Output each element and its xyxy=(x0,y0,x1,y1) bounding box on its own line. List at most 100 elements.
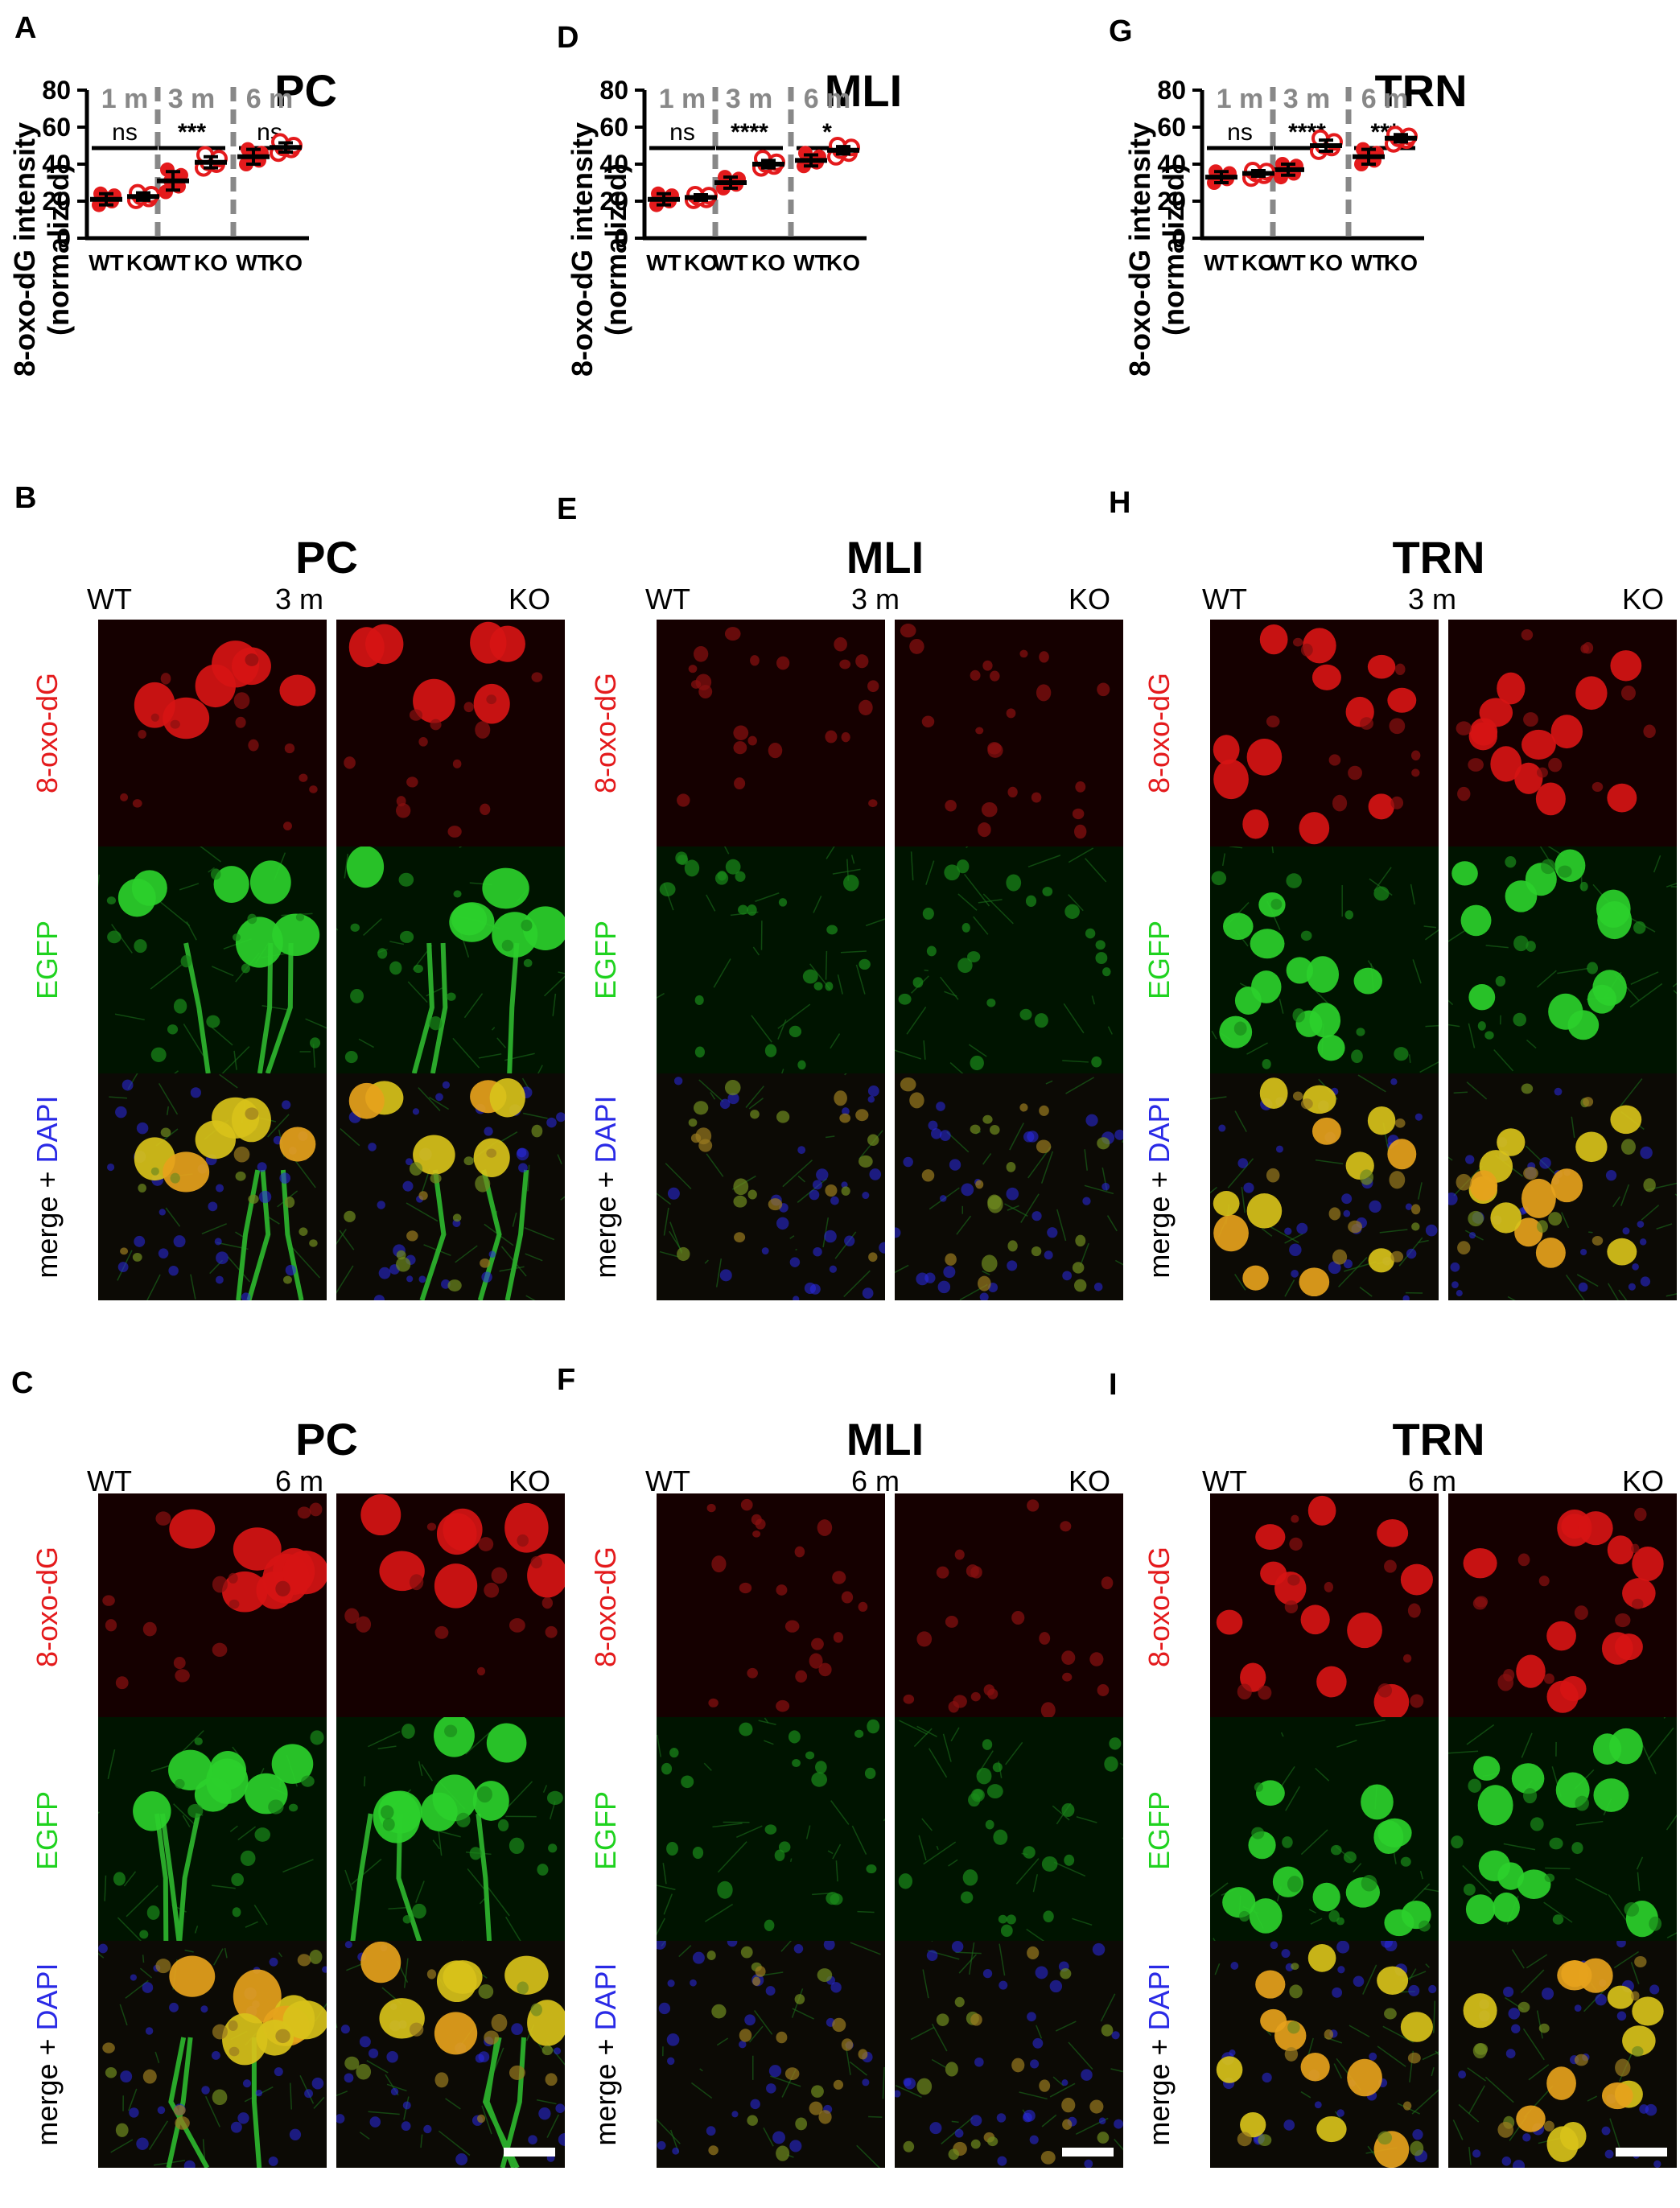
cell-body xyxy=(432,1774,477,1822)
neurite xyxy=(1052,2076,1064,2086)
dapi-nucleus xyxy=(368,2048,379,2058)
cell-body xyxy=(987,742,1002,755)
neurite xyxy=(1072,1918,1093,1926)
neurite xyxy=(1300,1829,1328,1856)
cell-body xyxy=(282,2000,327,2040)
neurite xyxy=(212,966,234,977)
dapi-nucleus xyxy=(1580,1248,1587,1256)
cell-body xyxy=(1571,1842,1583,1855)
cell-body xyxy=(155,1511,171,1526)
cell-body xyxy=(546,1790,563,1806)
cell-body xyxy=(1041,1856,1058,1872)
neurite xyxy=(98,1952,105,1959)
channel-label: merge + DAPI xyxy=(31,1095,64,1279)
dapi-nucleus xyxy=(999,1980,1008,1990)
cell-body xyxy=(1095,940,1106,950)
cell-body xyxy=(788,1730,801,1744)
micrograph-wt-oxo xyxy=(1210,620,1439,847)
neurite xyxy=(944,991,957,997)
age-label: 3 m xyxy=(1408,583,1457,616)
neurite xyxy=(194,1926,199,1934)
cell-body xyxy=(1006,708,1016,719)
dapi-nucleus xyxy=(1101,1182,1110,1191)
neurite xyxy=(182,1815,191,1827)
cell-body xyxy=(1474,2043,1489,2055)
cell-body xyxy=(1546,2066,1576,2100)
dapi-nucleus xyxy=(1616,1941,1626,1948)
cell-body xyxy=(106,896,117,905)
dapi-nucleus xyxy=(1456,1290,1463,1297)
cell-body xyxy=(249,860,291,904)
neurite xyxy=(1315,1159,1344,1165)
cell-body xyxy=(867,1134,879,1146)
neurite xyxy=(1468,2085,1485,2115)
cell-body xyxy=(970,1124,981,1135)
cell-body xyxy=(480,1258,491,1268)
dapi-nucleus xyxy=(903,1156,913,1168)
dapi-nucleus xyxy=(1029,2135,1039,2144)
cell-body xyxy=(690,1133,702,1143)
micrograph-ko-merge xyxy=(1448,1941,1677,2168)
cell-body xyxy=(1109,1737,1122,1750)
genotype-wt-label: WT xyxy=(645,1464,690,1497)
neurite xyxy=(895,1264,909,1274)
dapi-nucleus xyxy=(1243,1182,1254,1193)
dendrite xyxy=(280,1169,304,1300)
cell-body xyxy=(1593,1778,1629,1812)
cell-body xyxy=(750,1110,760,1119)
cell-body xyxy=(970,1566,982,1579)
cell-body xyxy=(1610,1105,1642,1135)
neurite xyxy=(856,2144,881,2168)
dapi-nucleus xyxy=(939,1130,951,1142)
dapi-nucleus xyxy=(658,2002,671,2015)
neurite xyxy=(1261,1227,1273,1237)
y-tick-label: 20 xyxy=(599,187,628,216)
neurite xyxy=(770,2075,801,2087)
neurite xyxy=(1424,929,1439,941)
cell-body xyxy=(818,2110,832,2124)
cell-body xyxy=(1213,759,1249,800)
dendrite xyxy=(166,2037,193,2168)
cell-body xyxy=(1535,782,1566,816)
cell-body xyxy=(1213,1214,1249,1252)
dapi-nucleus xyxy=(667,1979,675,1988)
dapi-nucleus xyxy=(1332,1987,1343,1998)
dapi-nucleus xyxy=(1637,1221,1645,1228)
dapi-nucleus xyxy=(1291,1269,1299,1278)
channel-label: 8-oxo-dG xyxy=(589,672,622,794)
micrograph-ko-merge xyxy=(336,1941,565,2168)
dapi-nucleus xyxy=(673,1077,683,1085)
significance-label: * xyxy=(822,119,832,146)
dapi-nucleus xyxy=(939,1195,947,1202)
neurite xyxy=(98,874,101,888)
dapi-nucleus xyxy=(359,2036,371,2048)
neurite xyxy=(1315,1767,1330,1782)
micrograph-ko-merge xyxy=(336,1073,565,1300)
cell-body xyxy=(1336,1917,1344,1926)
neurite xyxy=(703,1762,712,1771)
group-label: 3 m xyxy=(1283,84,1331,114)
cell-body xyxy=(734,777,746,790)
cell-body xyxy=(1062,2119,1073,2130)
cell-body xyxy=(867,680,879,693)
dapi-nucleus xyxy=(1448,1192,1458,1205)
cell-body xyxy=(868,799,878,808)
cell-body xyxy=(1410,1694,1424,1708)
cell-body xyxy=(434,1625,449,1639)
dapi-nucleus xyxy=(928,1120,938,1131)
cell-body xyxy=(1246,738,1283,776)
neurite xyxy=(139,1967,153,1979)
cell-body xyxy=(1538,1576,1550,1587)
cell-body xyxy=(1633,921,1646,934)
dapi-nucleus xyxy=(974,2057,984,2067)
section-title: PC xyxy=(295,532,358,583)
chart-pc: PC 8-oxo-dG intensity (normalized) 0 20 40 6… xyxy=(0,64,555,467)
neurite xyxy=(1612,1196,1620,1208)
dapi-nucleus xyxy=(692,1951,705,1964)
cell-body xyxy=(231,1872,244,1887)
neurite xyxy=(1521,1969,1545,1994)
cell-body xyxy=(1367,1106,1396,1135)
neurite xyxy=(1613,1951,1640,1969)
genotype-wt-label: WT xyxy=(1202,1464,1247,1497)
cell-body xyxy=(344,1608,360,1624)
